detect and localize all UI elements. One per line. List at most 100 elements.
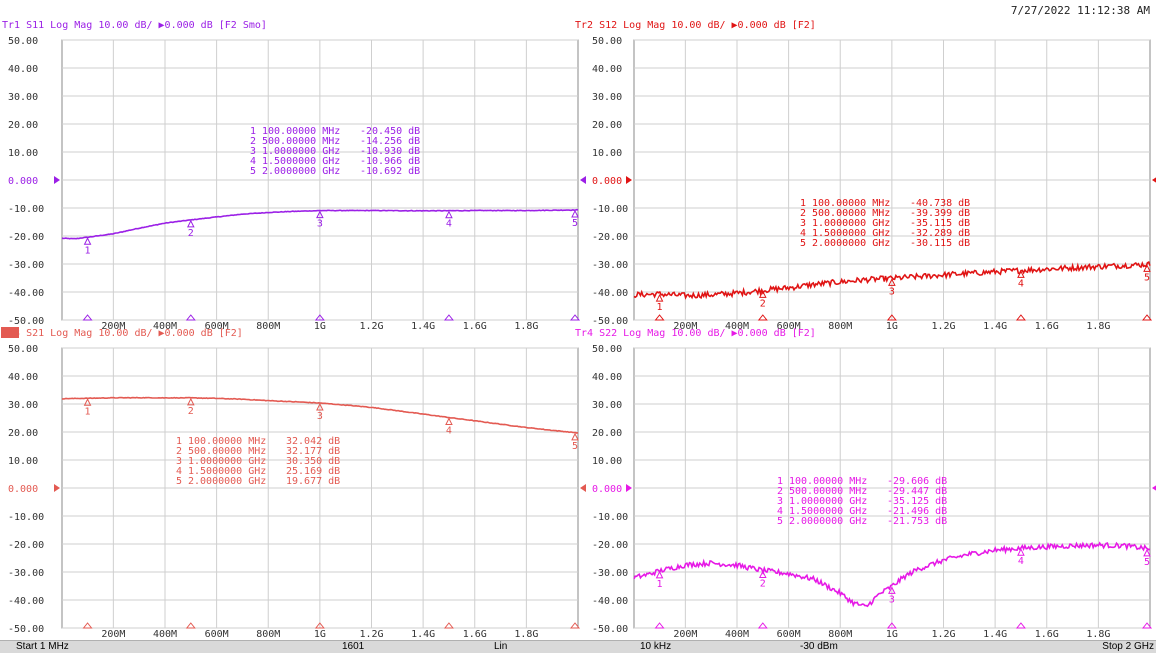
x-tick-label: 1.8G xyxy=(514,629,538,640)
sweep-stop[interactable]: Stop 2 GHz xyxy=(1102,641,1154,652)
y-tick-label: -10.00 xyxy=(592,204,628,215)
marker-readout-freq: 1.0000000 GHz xyxy=(188,456,266,467)
x-tick-label: 1.6G xyxy=(463,629,487,640)
marker-1-triangle xyxy=(83,237,92,245)
marker-3-number: 3 xyxy=(317,411,323,422)
y-tick-label: 10.00 xyxy=(8,456,38,467)
marker-2-number: 2 xyxy=(760,578,766,589)
marker-5-number: 5 xyxy=(572,218,578,229)
trace-line xyxy=(633,260,1151,300)
ref-level-arrow-left xyxy=(626,484,632,492)
marker-readout-freq: 500.00000 MHz xyxy=(789,486,867,497)
sweep-type[interactable]: Lin xyxy=(494,641,508,652)
marker-readout-freq: 500.00000 MHz xyxy=(262,136,340,147)
y-tick-label: -20.00 xyxy=(592,540,628,551)
marker-2-axis-triangle xyxy=(757,622,768,629)
y-tick-label: 30.00 xyxy=(8,92,38,103)
marker-4-number: 4 xyxy=(1018,556,1024,567)
marker-4-triangle xyxy=(445,417,453,426)
marker-readout-number: 1 xyxy=(800,198,806,209)
x-tick-label: 1.8G xyxy=(514,321,538,332)
marker-4-triangle xyxy=(1017,548,1025,556)
if-bandwidth[interactable]: 10 kHz xyxy=(640,641,672,652)
marker-readout-number: 5 xyxy=(250,166,256,177)
marker-5-number: 5 xyxy=(572,441,578,452)
x-tick-label: 1.2G xyxy=(931,321,955,332)
marker-readout-freq: 1.0000000 GHz xyxy=(812,218,890,229)
x-tick-label: 1.4G xyxy=(983,629,1007,640)
marker-readout-value: -35.125 dB xyxy=(887,496,947,507)
y-tick-label: 50.00 xyxy=(592,344,622,355)
x-tick-label: 800M xyxy=(256,629,280,640)
x-tick-label: 1.4G xyxy=(983,321,1007,332)
marker-5-triangle xyxy=(1143,264,1151,272)
ref-level-arrow-left xyxy=(626,176,632,184)
y-tick-label: 40.00 xyxy=(8,372,38,383)
y-tick-label: 10.00 xyxy=(592,456,622,467)
marker-readout-number: 1 xyxy=(250,126,256,137)
ref-level-arrow-left xyxy=(54,176,60,184)
y-tick-label: 10.00 xyxy=(8,148,38,159)
y-tick-label: 30.00 xyxy=(8,400,38,411)
x-tick-label: 800M xyxy=(828,321,852,332)
marker-4-axis-triangle xyxy=(1015,622,1026,629)
y-tick-label: 20.00 xyxy=(8,120,38,131)
marker-readout-freq: 1.0000000 GHz xyxy=(262,146,340,157)
sweep-start[interactable]: Start 1 MHz xyxy=(16,641,69,652)
marker-readout-freq: 2.0000000 GHz xyxy=(262,166,340,177)
sweep-points[interactable]: 1601 xyxy=(342,641,365,652)
marker-1-axis-triangle xyxy=(654,314,665,321)
marker-5-axis-triangle xyxy=(1141,622,1153,629)
source-power[interactable]: -30 dBm xyxy=(800,641,838,652)
marker-readout-table: 1 100.00000 MHz -40.738 dB 2 500.00000 MHz -3… xyxy=(800,198,970,249)
x-tick-label: 1.4G xyxy=(411,321,435,332)
x-tick-label: 400M xyxy=(725,321,749,332)
y-tick-label: 0.000 xyxy=(8,176,38,187)
y-tick-label: 50.00 xyxy=(592,36,622,47)
y-tick-label: 20.00 xyxy=(592,120,622,131)
marker-readout-number: 5 xyxy=(176,476,182,487)
marker-readout-value: -20.450 dB xyxy=(360,126,420,137)
ref-level-arrow-right xyxy=(1152,485,1156,491)
marker-readout-number: 1 xyxy=(777,476,783,487)
x-tick-label: 1.6G xyxy=(1035,321,1059,332)
marker-2-triangle xyxy=(186,397,195,406)
marker-readout-number: 2 xyxy=(800,208,806,219)
marker-2-triangle xyxy=(758,570,767,578)
y-tick-label: -40.00 xyxy=(592,288,628,299)
marker-5-axis-triangle xyxy=(569,622,581,629)
marker-readout-value: 25.169 dB xyxy=(286,466,340,477)
x-tick-label: 1.6G xyxy=(463,321,487,332)
y-tick-label: -50.00 xyxy=(592,624,628,635)
marker-4-axis-triangle xyxy=(443,314,454,321)
timestamp: 7/27/2022 11:12:38 AM xyxy=(1010,4,1150,17)
x-tick-label: 600M xyxy=(777,321,801,332)
marker-2-triangle xyxy=(186,219,195,228)
x-tick-label: 1G xyxy=(314,321,326,332)
marker-readout-freq: 100.00000 MHz xyxy=(789,476,867,487)
y-tick-label: -20.00 xyxy=(8,232,44,243)
marker-1-triangle xyxy=(655,293,664,302)
marker-readout-value: -10.692 dB xyxy=(360,166,420,177)
marker-3-axis-triangle xyxy=(886,314,897,321)
marker-readout-freq: 1.0000000 GHz xyxy=(789,496,867,507)
marker-readout-value: 32.042 dB xyxy=(286,436,340,447)
trace-title: Tr2 S12 Log Mag 10.00 dB/ ▶0.000 dB [F2] xyxy=(575,20,816,31)
marker-3-triangle xyxy=(888,586,896,594)
marker-readout-freq: 500.00000 MHz xyxy=(188,446,266,457)
marker-readout-number: 3 xyxy=(250,146,256,157)
x-tick-label: 200M xyxy=(673,321,697,332)
x-tick-label: 800M xyxy=(256,321,280,332)
x-tick-label: 1.8G xyxy=(1086,321,1110,332)
marker-readout-value: 32.177 dB xyxy=(286,446,340,457)
marker-1-axis-triangle xyxy=(82,314,93,321)
trace-title: Tr4 S22 Log Mag 10.00 dB/ ▶0.000 dB [F2] xyxy=(575,328,816,339)
x-tick-label: 400M xyxy=(725,629,749,640)
marker-readout-freq: 2.0000000 GHz xyxy=(188,476,266,487)
ref-level-arrow-right xyxy=(1152,177,1156,183)
marker-readout-freq: 100.00000 MHz xyxy=(188,436,266,447)
marker-3-triangle xyxy=(316,210,324,219)
x-tick-label: 1.2G xyxy=(931,629,955,640)
marker-5-axis-triangle xyxy=(1141,314,1153,321)
